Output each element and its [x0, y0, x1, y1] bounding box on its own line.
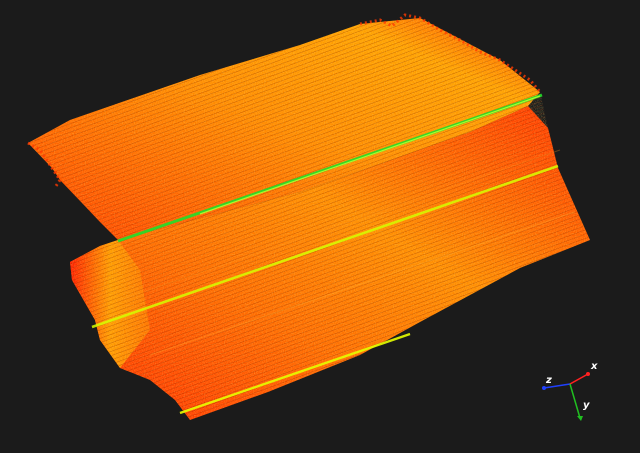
x-axis-cap — [586, 372, 590, 376]
ridge-middle-yellow — [91, 164, 559, 329]
z-axis-line — [543, 383, 571, 389]
axes-gizmo-graphic — [542, 372, 590, 421]
y-axis-label: y — [583, 400, 590, 411]
z-axis-label: z — [546, 375, 552, 386]
ridge-lower-yellow — [179, 332, 411, 415]
z-axis-cap — [542, 386, 546, 390]
point-cloud-edge-noise — [359, 13, 542, 93]
ridge-top-green-glow — [199, 95, 541, 215]
y-axis-arrowhead — [577, 416, 583, 421]
x-axis-line — [569, 373, 589, 385]
point-cloud-edge-noise — [27, 141, 62, 187]
point-noise-overlay — [28, 18, 590, 420]
x-axis-label: x — [591, 361, 598, 372]
axes-orientation-gizmo: z x y — [530, 360, 610, 430]
y-axis-line — [569, 383, 581, 419]
scan-detail-line — [149, 211, 576, 356]
scan-detail-line — [119, 149, 561, 301]
